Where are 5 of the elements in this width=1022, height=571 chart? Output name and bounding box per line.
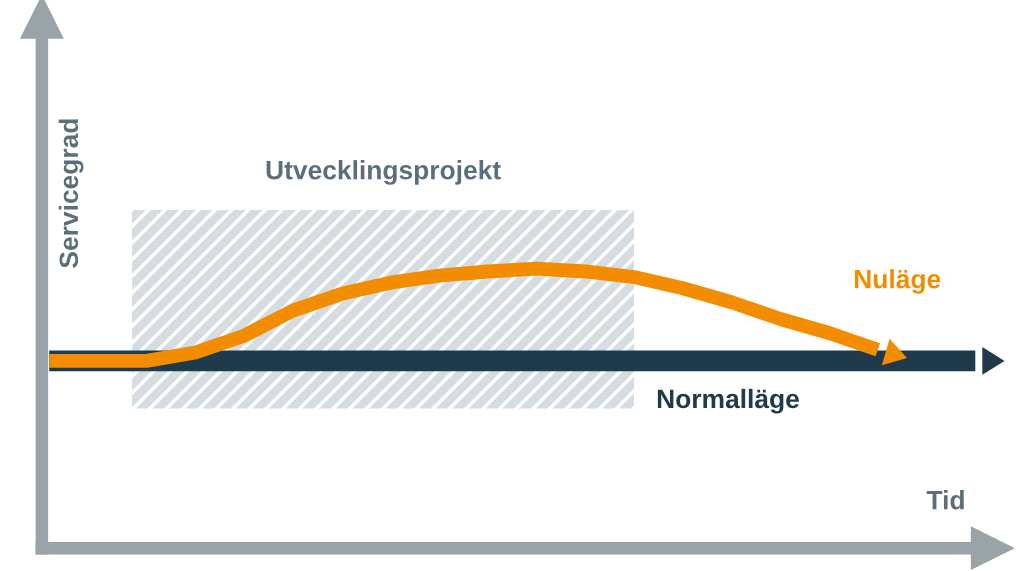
y-axis-title: Servicegrad (58, 119, 84, 268)
x-axis-title: Tid (926, 490, 964, 510)
series-label: Normalläge (657, 388, 799, 414)
series-label: Nuläge (854, 269, 941, 294)
text: Utvecklingsprojekt (266, 160, 501, 185)
